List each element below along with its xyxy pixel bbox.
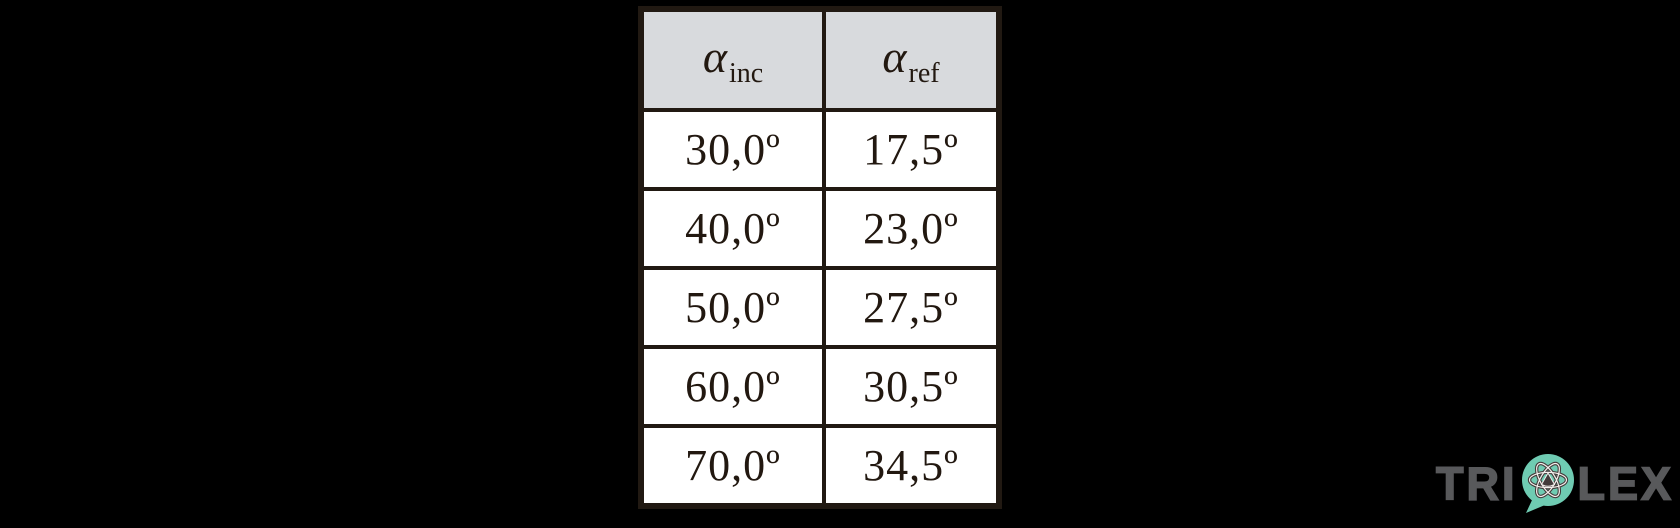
column-header-alpha-ref: αref — [822, 7, 1001, 112]
table-cell-ref: 30,5º — [822, 345, 1001, 428]
table-row: 70,0º 34,5º — [639, 424, 1001, 508]
table-cell-inc: 60,0º — [639, 345, 826, 428]
table-cell-ref: 17,5º — [822, 108, 1001, 191]
table-row: 30,0º 17,5º — [639, 108, 1001, 191]
table-cell-inc: 30,0º — [639, 108, 826, 191]
table-row: 60,0º 30,5º — [639, 345, 1001, 428]
table-cell-inc: 70,0º — [639, 424, 826, 508]
table-cell-inc: 40,0º — [639, 187, 826, 270]
column-header-alpha-inc: αinc — [639, 7, 826, 112]
subscript-ref: ref — [908, 58, 940, 89]
table-cell-inc: 50,0º — [639, 266, 826, 349]
alpha-symbol: α — [882, 31, 907, 82]
alpha-symbol: α — [702, 31, 727, 82]
atom-speech-bubble-icon — [1521, 454, 1574, 513]
refraction-data-table: αinc αref 30,0º 17,5º 40,0º 23,0º 50,0º … — [638, 6, 1002, 509]
table-cell-ref: 27,5º — [822, 266, 1001, 349]
logo-text-right: LEX — [1577, 456, 1675, 510]
logo-text-left: TRI — [1435, 456, 1518, 510]
subscript-inc: inc — [728, 58, 764, 89]
table-cell-ref: 34,5º — [822, 424, 1001, 508]
table-header-row: αinc αref — [639, 7, 1001, 112]
atom-nucleus — [1540, 471, 1555, 487]
table-row: 40,0º 23,0º — [639, 187, 1001, 270]
table-cell-ref: 23,0º — [822, 187, 1001, 270]
triolex-watermark-logo: TRI LEX — [1435, 452, 1675, 514]
table-row: 50,0º 27,5º — [639, 266, 1001, 349]
